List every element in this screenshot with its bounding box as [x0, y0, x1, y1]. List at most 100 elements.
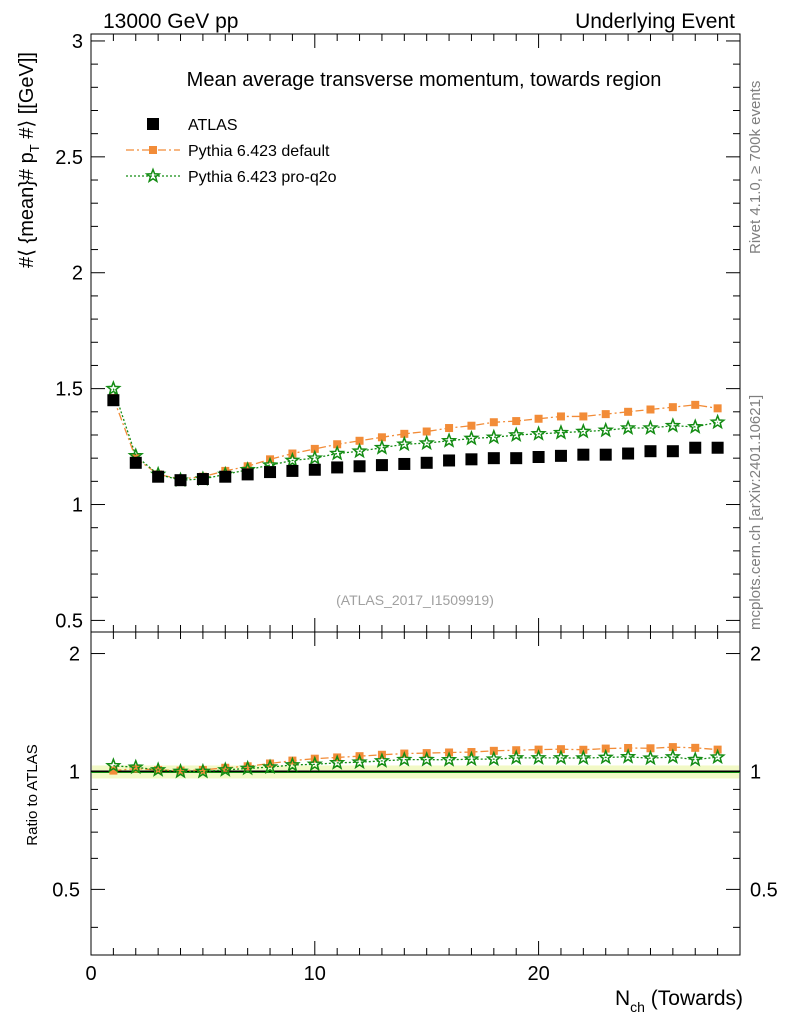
data-point-pythia-6-423-default: [243, 462, 252, 471]
main-y-tick-label: 3: [72, 31, 83, 53]
data-point-pythia-6-423-default: [512, 417, 521, 426]
ratio-point-pythia-6-423-pro-q2o: [552, 749, 570, 765]
data-point-pythia-6-423-pro-q2o: [105, 379, 122, 396]
legend-item-pythia-6-423-pro-q2o: Pythia 6.423 pro-q2o: [126, 167, 337, 186]
data-point-pythia-6-423-pro-q2o: [328, 444, 346, 461]
data-point-atlas: [622, 447, 635, 460]
data-point-pythia-6-423-pro-q2o: [664, 417, 682, 433]
ratio-y-axis-label: Ratio to ATLAS: [24, 744, 41, 845]
ratio-point-pythia-6-423-default: [556, 745, 565, 754]
main-y-tick-label: 2.5: [55, 147, 83, 169]
ratio-point-pythia-6-423-pro-q2o: [507, 749, 525, 765]
data-point-atlas: [107, 394, 120, 407]
main-y-tick-label: 1: [72, 495, 83, 517]
ratio-y-tick-label: 2: [69, 644, 80, 666]
ratio-point-pythia-6-423-pro-q2o: [127, 758, 144, 775]
data-point-pythia-6-423-default: [646, 405, 655, 414]
chart-title: Mean average transverse momentum, toward…: [187, 69, 662, 91]
data-point-pythia-6-423-default: [668, 403, 677, 412]
main-series-group: [105, 379, 726, 488]
ratio-point-pythia-6-423-pro-q2o: [530, 749, 547, 765]
data-point-atlas: [286, 464, 299, 477]
data-point-pythia-6-423-pro-q2o: [396, 435, 413, 452]
main-y-axis-label: #⟨ {mean}# pT #⟩ [[GeV]]: [16, 52, 42, 268]
data-point-pythia-6-423-pro-q2o: [552, 424, 570, 440]
data-point-pythia-6-423-pro-q2o: [687, 418, 704, 434]
data-point-pythia-6-423-pro-q2o: [507, 426, 525, 442]
data-point-pythia-6-423-pro-q2o: [642, 419, 659, 436]
data-point-pythia-6-423-pro-q2o: [619, 419, 637, 436]
ratio-y-tick-label: 1: [69, 761, 80, 783]
ratio-point-pythia-6-423-default: [176, 766, 185, 775]
ratio-point-pythia-6-423-pro-q2o: [597, 748, 614, 765]
data-point-atlas: [644, 445, 657, 458]
ratio-y-tick-label: 0.5: [52, 879, 80, 901]
ratio-point-pythia-6-423-pro-q2o: [239, 759, 256, 776]
data-point-atlas: [375, 459, 388, 472]
data-point-atlas: [487, 452, 500, 465]
ratio-y-axis-label-text: Ratio to ATLAS: [24, 744, 41, 845]
series-pythia-6-423-pro-q2o: [105, 379, 726, 488]
ratio-point-pythia-6-423-default: [109, 766, 118, 775]
series-atlas: [107, 394, 724, 487]
ratio-point-pythia-6-423-pro-q2o: [664, 748, 682, 764]
legend-marker: [149, 146, 157, 154]
ratio-line-pythia-6-423-pro-q2o: [113, 756, 718, 773]
data-point-pythia-6-423-pro-q2o: [709, 413, 726, 430]
ratio-axis-ticks: 0 10 20 0.5 0.5 1 1 2 2: [52, 632, 778, 985]
legend: ATLAS Pythia 6.423 default Pythia 6.423 pr…: [126, 117, 337, 186]
ratio-point-pythia-6-423-default: [243, 762, 252, 771]
data-point-pythia-6-423-default: [310, 444, 319, 453]
ratio-point-pythia-6-423-pro-q2o: [709, 748, 726, 765]
rivet-version-label: Rivet 4.1.0, ≥ 700k events: [747, 81, 764, 254]
series-line-pythia-6-423-pro-q2o: [112, 388, 718, 481]
data-point-pythia-6-423-default: [467, 421, 476, 430]
data-point-atlas: [241, 468, 254, 481]
data-point-pythia-6-423-pro-q2o: [351, 442, 368, 459]
data-point-atlas: [129, 456, 142, 469]
data-point-pythia-6-423-pro-q2o: [485, 428, 503, 445]
ratio-point-pythia-6-423-pro-q2o: [418, 750, 435, 767]
data-point-pythia-6-423-default: [422, 427, 431, 436]
analysis-id-label: (ATLAS_2017_I1509919): [336, 592, 494, 608]
data-point-pythia-6-423-pro-q2o: [373, 439, 391, 455]
data-point-pythia-6-423-default: [534, 414, 543, 423]
data-point-pythia-6-423-default: [691, 400, 700, 409]
data-point-atlas: [152, 470, 165, 483]
ratio-point-pythia-6-423-pro-q2o: [687, 750, 704, 767]
data-point-atlas: [264, 466, 277, 479]
data-point-pythia-6-423-pro-q2o: [306, 449, 324, 466]
ratio-panel: 0 10 20 0.5 0.5 1 1 2 2: [52, 631, 778, 985]
ratio-point-pythia-6-423-default: [668, 743, 677, 752]
x-tick-label: 10: [304, 963, 326, 985]
data-point-pythia-6-423-default: [400, 429, 409, 438]
legend-label: Pythia 6.423 default: [188, 143, 330, 160]
ratio-point-pythia-6-423-pro-q2o: [642, 749, 659, 766]
data-point-pythia-6-423-pro-q2o: [284, 451, 301, 468]
ratio-y-tick-label-right: 1: [750, 761, 761, 783]
legend-marker: [147, 118, 159, 130]
data-point-pythia-6-423-default: [624, 407, 633, 416]
energy-label: 13000 GeV pp: [103, 10, 238, 33]
main-y-tick-label: 0.5: [55, 610, 83, 632]
x-axis-label: Nch (Towards): [615, 987, 743, 1015]
data-point-pythia-6-423-pro-q2o: [530, 425, 547, 441]
ratio-point-pythia-6-423-default: [266, 759, 275, 768]
data-point-pythia-6-423-default: [489, 418, 498, 427]
ratio-point-pythia-6-423-pro-q2o: [261, 758, 279, 775]
ratio-point-pythia-6-423-pro-q2o: [217, 761, 234, 777]
data-point-atlas: [331, 461, 344, 474]
data-point-pythia-6-423-default: [355, 436, 364, 445]
data-point-pythia-6-423-default: [333, 440, 342, 449]
legend-label: Pythia 6.423 pro-q2o: [188, 169, 337, 186]
data-point-pythia-6-423-default: [377, 433, 386, 442]
ratio-y-tick-label-right: 2: [750, 644, 761, 666]
ratio-y-tick-label-right: 0.5: [750, 879, 778, 901]
data-point-atlas: [196, 473, 209, 486]
source-label: mcplots.cern.ch [arXiv:2401.10621]: [747, 395, 764, 630]
data-point-pythia-6-423-default: [601, 410, 610, 419]
data-point-atlas: [510, 452, 523, 465]
ratio-point-pythia-6-423-pro-q2o: [306, 755, 324, 772]
data-point-pythia-6-423-pro-q2o: [418, 434, 435, 451]
ratio-point-pythia-6-423-pro-q2o: [328, 754, 346, 770]
